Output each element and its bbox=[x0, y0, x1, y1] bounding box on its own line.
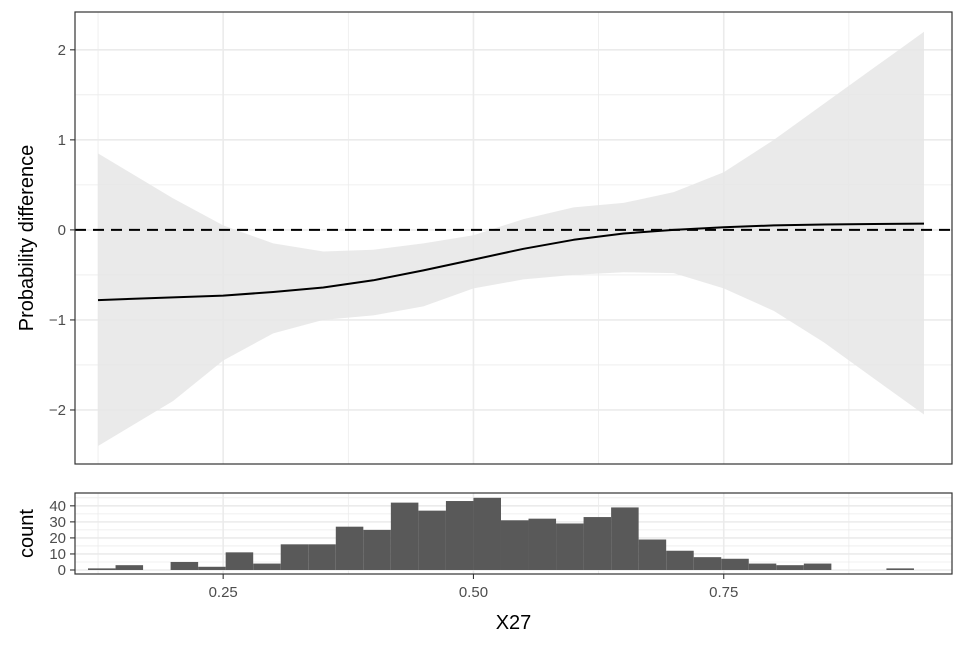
histogram-bars bbox=[88, 497, 914, 570]
histogram-y-axis-title: count bbox=[16, 509, 38, 558]
y-tick-label: 30 bbox=[49, 514, 66, 531]
histogram-bar bbox=[693, 557, 722, 570]
histogram-bar bbox=[886, 568, 914, 570]
histogram-bar bbox=[611, 507, 639, 570]
histogram-bar bbox=[225, 552, 254, 570]
x-axis-title: X27 bbox=[496, 612, 532, 634]
histogram-bar bbox=[721, 558, 749, 570]
histogram-bar bbox=[170, 561, 199, 570]
y-tick-label: 0 bbox=[58, 222, 66, 239]
histogram-bar bbox=[776, 565, 804, 570]
histogram-bar bbox=[473, 497, 501, 570]
effect-y-axis-title: Probability difference bbox=[16, 145, 38, 331]
confidence-band bbox=[98, 31, 924, 447]
histogram-bar bbox=[88, 568, 116, 570]
x-tick-label: 0.25 bbox=[209, 584, 238, 601]
histogram-bar bbox=[583, 517, 612, 570]
histogram-bar bbox=[418, 510, 446, 570]
histogram-bar bbox=[390, 502, 419, 570]
histogram-bar bbox=[198, 566, 226, 570]
histogram-bar bbox=[280, 544, 309, 570]
histogram-bar bbox=[528, 518, 557, 570]
histogram-bar bbox=[445, 501, 474, 570]
histogram-bar bbox=[556, 523, 584, 570]
y-tick-label: −2 bbox=[49, 402, 66, 419]
histogram-bar bbox=[308, 544, 336, 570]
x-tick-label: 0.50 bbox=[459, 584, 488, 601]
histogram-bar bbox=[666, 550, 694, 570]
y-tick-label: −1 bbox=[49, 312, 66, 329]
y-tick-label: 20 bbox=[49, 530, 66, 547]
histogram-bar bbox=[803, 563, 832, 570]
histogram-bar bbox=[638, 539, 667, 570]
histogram-bar bbox=[335, 526, 364, 570]
x-tick-label: 0.75 bbox=[709, 584, 738, 601]
histogram-bar bbox=[748, 563, 777, 570]
histogram-x-axis: 0.25 0.50 0.75 bbox=[209, 574, 738, 601]
histogram-bar bbox=[253, 563, 281, 570]
effect-panel-border bbox=[74, 11, 953, 465]
histogram-panel-border bbox=[74, 492, 953, 575]
y-tick-label: 40 bbox=[49, 498, 66, 515]
histogram-bar bbox=[500, 520, 529, 570]
effect-panel: −2 −1 0 1 2 Probability difference bbox=[16, 11, 953, 465]
effect-line bbox=[97, 222, 925, 302]
histogram-bar bbox=[115, 565, 144, 570]
y-tick-label: 0 bbox=[58, 562, 66, 579]
histogram-bar bbox=[363, 529, 391, 570]
y-tick-label: 2 bbox=[58, 42, 66, 59]
effect-y-axis: −2 −1 0 1 2 bbox=[49, 42, 75, 419]
y-tick-label: 1 bbox=[58, 132, 66, 149]
y-tick-label: 10 bbox=[49, 546, 66, 563]
